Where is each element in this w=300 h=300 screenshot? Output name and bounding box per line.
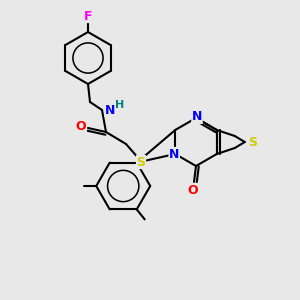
Text: H: H	[116, 100, 124, 110]
Text: S: S	[248, 136, 257, 148]
Text: O: O	[188, 184, 198, 196]
Text: N: N	[192, 110, 202, 124]
Text: O: O	[76, 121, 86, 134]
Text: S: S	[136, 155, 146, 169]
Text: F: F	[84, 10, 92, 22]
Text: N: N	[105, 103, 115, 116]
Text: N: N	[169, 148, 179, 160]
